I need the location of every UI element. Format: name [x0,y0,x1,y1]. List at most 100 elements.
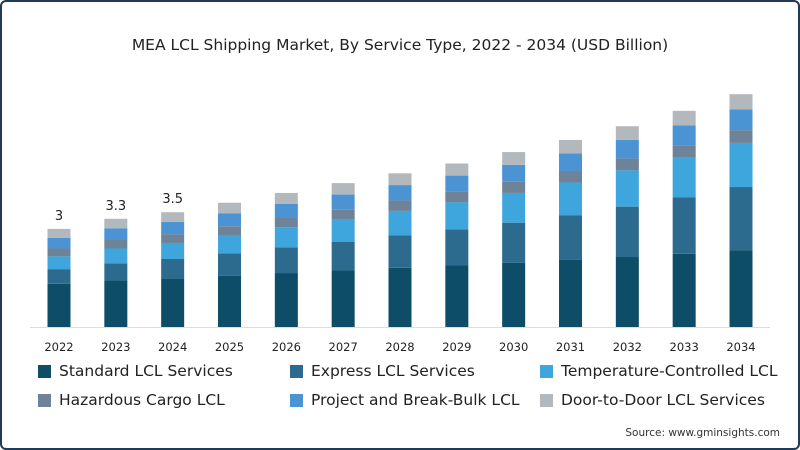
bar-segment-2026-1 [274,247,298,274]
bar-segment-2028-3 [388,200,412,211]
bar-segment-2029-5 [445,163,469,176]
legend-swatch [38,393,51,407]
legend-label: Express LCL Services [311,362,475,380]
bar-segment-2030-4 [502,164,526,182]
bar-segment-2024-3 [161,234,185,243]
legend-item: Hazardous Cargo LCL [38,391,225,409]
bar-segment-2027-1 [331,241,355,271]
bar-segment-2023-1 [104,263,128,281]
stacked-bar-chart: 2022 3 2023 3.3 2024 3.5 2025 2026 2027 2028 2029 2… [30,94,770,354]
chart-title: MEA LCL Shipping Market, By Service Type… [131,36,669,54]
legend-label: Standard LCL Services [59,362,233,380]
bar-segment-2028-1 [388,235,412,268]
bar-segment-2022-4 [47,237,71,249]
bar-segment-2022-3 [47,248,71,257]
bar-segment-2022-2 [47,256,71,270]
bar-segment-2034-1 [729,187,753,251]
x-tick-label: 2025 [215,340,244,354]
bar-segment-2030-3 [502,181,526,193]
bar-segment-2029-3 [445,191,469,203]
x-tick-label: 2028 [385,340,414,354]
x-tick-label: 2033 [670,340,699,354]
bar-segment-2025-0 [218,275,241,327]
legend-swatch [38,364,51,378]
bar-segment-2025-1 [218,253,241,276]
bar-segment-2028-2 [388,210,412,236]
bar-segment-2031-0 [559,259,582,327]
bar-segment-2033-5 [672,110,696,126]
x-tick-label: 2027 [329,340,358,354]
legend-swatch [290,393,303,407]
bar-segment-2022-0 [47,283,71,327]
bar-segment-2033-1 [672,197,696,254]
bar-segment-2023-0 [104,280,128,327]
bar-segment-2023-4 [104,228,128,241]
legend-swatch [540,393,553,407]
bar-segment-2026-5 [274,192,298,204]
bar-segment-2032-1 [615,206,639,258]
legend-item: Express LCL Services [290,362,475,380]
bar-segment-2023-2 [104,248,128,264]
source-note: Source: www.gminsights.com [625,427,780,439]
bar-segment-2027-5 [331,183,355,195]
bar-segment-2027-0 [331,270,355,327]
bar-segment-2032-3 [615,158,639,171]
legend-label: Project and Break-Bulk LCL [311,391,520,409]
bar-segment-2028-5 [388,173,412,186]
legend-swatch [540,364,553,378]
bar-segment-2025-2 [218,235,241,254]
x-tick-label: 2034 [726,340,755,354]
bar-segment-2033-4 [672,125,696,146]
bar-segment-2022-1 [47,269,71,284]
x-tick-label: 2023 [101,340,130,354]
bar-segment-2034-3 [729,130,753,143]
bar-segment-2027-4 [331,194,355,210]
legend-item: Standard LCL Services [38,362,233,380]
x-tick-label: 2031 [556,340,585,354]
bar-segment-2024-4 [161,222,185,235]
x-tick-label: 2032 [613,340,642,354]
bar-segment-2024-2 [161,242,185,259]
x-tick-label: 2029 [442,340,471,354]
bar-segment-2034-2 [729,142,753,188]
bar-segment-2026-2 [274,227,298,248]
bar-segment-2027-3 [331,209,355,220]
data-label: 3.5 [162,192,183,207]
x-tick-label: 2030 [499,340,528,354]
bar-segment-2031-3 [559,171,582,183]
bar-segment-2023-5 [104,218,128,229]
bar-segment-2029-4 [445,175,469,192]
bar-segment-2032-2 [615,170,639,207]
bar-segment-2025-4 [218,213,241,227]
bar-segment-2029-2 [445,202,469,230]
bar-segment-2025-5 [218,202,241,214]
bar-segment-2031-4 [559,153,582,172]
legend-item: Project and Break-Bulk LCL [290,391,520,409]
bar-segment-2030-2 [502,192,526,223]
legend-label: Hazardous Cargo LCL [59,391,225,409]
bar-segment-2025-3 [218,226,241,236]
bar-segment-2031-1 [559,215,582,260]
bar-segment-2024-1 [161,258,185,279]
bar-segment-2029-1 [445,229,469,266]
bar-segment-2031-2 [559,182,582,216]
bar-segment-2031-5 [559,139,582,154]
bar-segment-2033-3 [672,145,696,158]
data-label: 3 [55,209,63,224]
bar-segment-2026-4 [274,203,298,218]
bar-segment-2022-5 [47,228,71,238]
legend-label: Door-to-Door LCL Services [561,391,765,409]
bar-segment-2034-4 [729,109,753,131]
legend-item: Door-to-Door LCL Services [540,391,765,409]
bar-segment-2034-0 [729,250,753,327]
legend-label: Temperature-Controlled LCL [561,362,778,380]
bar-segment-2027-2 [331,219,355,242]
bar-segment-2030-5 [502,152,526,165]
x-tick-label: 2022 [44,340,73,354]
bar-segment-2032-4 [615,139,639,159]
bar-segment-2028-4 [388,185,412,201]
legend-item: Temperature-Controlled LCL [540,362,778,380]
bar-segment-2033-2 [672,157,696,198]
bar-segment-2026-0 [274,273,298,327]
